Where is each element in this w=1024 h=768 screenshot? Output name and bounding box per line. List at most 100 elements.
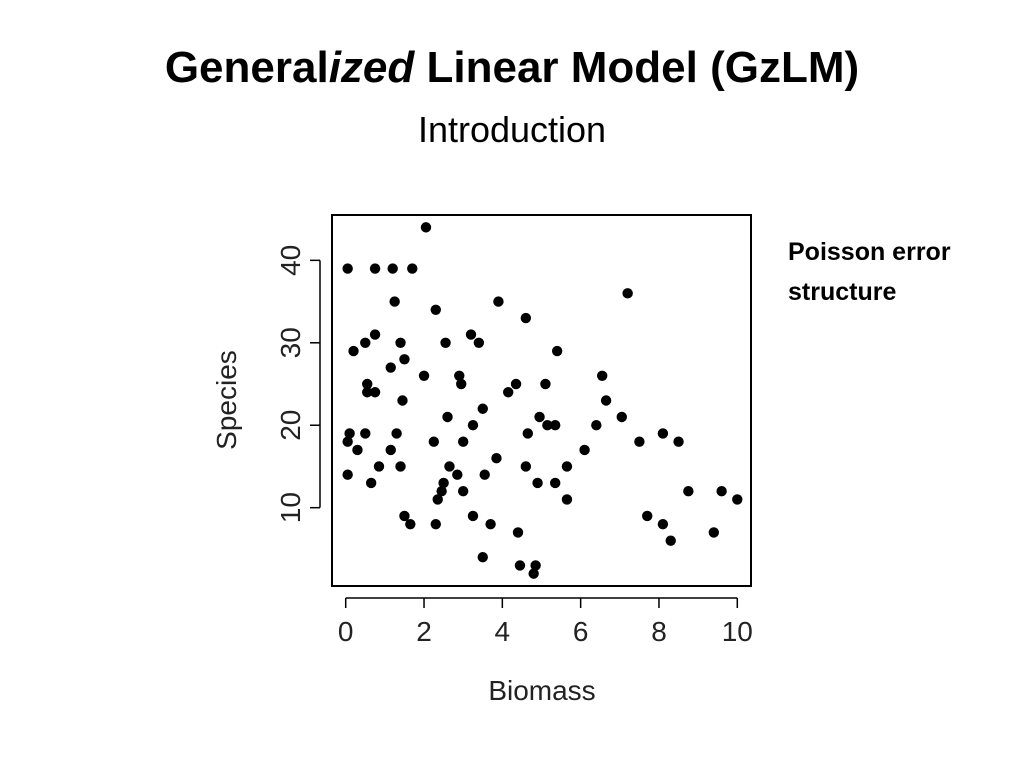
data-point xyxy=(485,518,496,530)
data-point xyxy=(479,469,490,480)
data-point xyxy=(407,263,418,274)
data-point xyxy=(467,510,479,522)
data-point xyxy=(528,568,539,579)
data-point xyxy=(510,378,522,390)
data-point xyxy=(430,518,441,530)
data-point xyxy=(387,263,398,274)
data-point xyxy=(514,560,526,571)
data-point xyxy=(477,551,488,563)
data-point xyxy=(550,477,561,489)
data-point xyxy=(683,485,694,497)
data-point xyxy=(596,370,608,381)
x-axis-label: Biomass xyxy=(488,675,595,706)
data-point xyxy=(591,420,602,431)
data-point xyxy=(673,436,684,447)
data-point xyxy=(344,428,355,439)
y-axis-label: Species xyxy=(211,350,242,450)
data-point xyxy=(520,461,532,472)
x-tick-label: 6 xyxy=(573,616,589,647)
data-point xyxy=(430,304,441,316)
slide-subtitle: Introduction xyxy=(417,109,607,150)
x-tick-label: 10 xyxy=(722,616,753,647)
data-point xyxy=(342,436,353,447)
data-point xyxy=(622,288,633,299)
data-point xyxy=(369,329,381,340)
data-point xyxy=(391,428,402,439)
data-point xyxy=(420,222,432,233)
data-point xyxy=(352,444,363,456)
data-point xyxy=(465,329,477,340)
data-point xyxy=(395,337,406,348)
data-point xyxy=(440,337,451,348)
data-point xyxy=(442,411,453,423)
title-italic-part: ized xyxy=(328,43,415,92)
data-point xyxy=(385,362,396,373)
data-points xyxy=(342,222,743,579)
data-point xyxy=(657,428,669,439)
data-point xyxy=(385,444,396,456)
data-point xyxy=(732,494,743,505)
data-point xyxy=(452,469,463,480)
x-tick-label: 2 xyxy=(416,616,432,647)
data-point xyxy=(399,354,410,365)
y-tick-label: 10 xyxy=(275,492,306,523)
data-point xyxy=(634,436,645,447)
data-point xyxy=(473,337,485,348)
title-part-1: General xyxy=(164,43,329,92)
data-point xyxy=(365,477,377,489)
data-point xyxy=(389,296,400,307)
data-point xyxy=(534,411,545,423)
data-point xyxy=(491,453,502,464)
y-tick-label: 40 xyxy=(275,245,306,276)
data-point xyxy=(428,436,440,447)
data-point xyxy=(708,527,719,538)
data-point xyxy=(550,420,561,431)
data-point xyxy=(467,420,479,431)
data-point xyxy=(520,312,532,324)
data-point xyxy=(600,395,612,406)
data-point xyxy=(432,494,443,505)
data-point xyxy=(360,337,371,348)
poisson-note: Poisson error structure xyxy=(788,238,951,306)
data-point xyxy=(342,263,353,274)
slide-title: Generalized Linear Model (GzLM) xyxy=(0,40,1024,96)
data-point xyxy=(561,461,573,472)
y-tick-label: 20 xyxy=(275,410,306,441)
data-point xyxy=(493,296,504,307)
y-axis: 10 20 30 40 xyxy=(275,245,321,523)
y-tick-label: 30 xyxy=(275,327,306,358)
data-point xyxy=(561,494,573,505)
data-point xyxy=(438,477,449,489)
data-point xyxy=(540,378,551,390)
data-point xyxy=(522,428,533,439)
x-tick-label: 4 xyxy=(495,616,511,647)
data-point xyxy=(348,345,359,357)
data-point xyxy=(512,527,524,538)
x-axis: 0 2 4 6 8 10 xyxy=(338,597,753,647)
data-point xyxy=(532,477,543,489)
data-point xyxy=(342,469,353,480)
data-point xyxy=(665,535,676,546)
data-point xyxy=(457,436,469,447)
data-point xyxy=(503,387,514,398)
data-point xyxy=(362,378,373,390)
data-point xyxy=(579,444,590,456)
data-point xyxy=(399,510,410,522)
data-point xyxy=(397,395,408,406)
data-point xyxy=(542,420,553,431)
data-point xyxy=(642,510,653,522)
data-point xyxy=(418,370,430,381)
data-point xyxy=(716,485,727,497)
data-point xyxy=(616,411,627,423)
data-point xyxy=(551,345,563,357)
x-tick-label: 0 xyxy=(338,616,354,647)
title-part-2: Linear Model (GzLM) xyxy=(414,43,860,92)
data-point xyxy=(457,485,469,497)
data-point xyxy=(373,461,385,472)
plot-frame xyxy=(331,214,752,587)
data-point xyxy=(436,485,447,497)
x-tick-label: 8 xyxy=(651,616,667,647)
data-point xyxy=(395,461,406,472)
data-point xyxy=(477,403,488,414)
data-point xyxy=(360,428,371,439)
